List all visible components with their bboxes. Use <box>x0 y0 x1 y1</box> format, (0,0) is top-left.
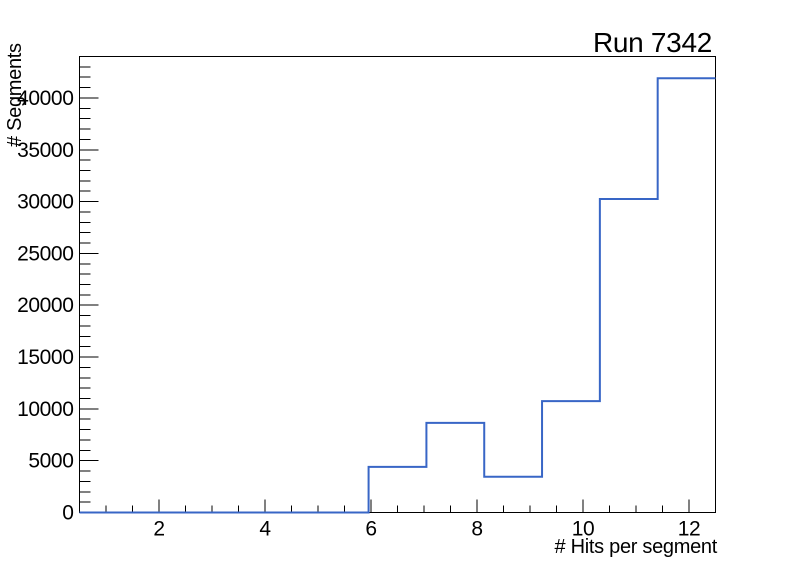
y-axis-title: # Segments <box>4 43 26 147</box>
y-tick-label: 10000 <box>17 398 73 421</box>
y-tick-label: 15000 <box>17 346 73 369</box>
plot-frame <box>79 56 716 513</box>
x-tick-label: 6 <box>365 518 376 541</box>
y-tick-label: 5000 <box>28 450 73 473</box>
y-tick-label: 30000 <box>17 191 73 214</box>
y-tick-label: 35000 <box>17 139 73 162</box>
y-tick-label: 40000 <box>17 87 73 110</box>
x-tick-label: 2 <box>153 518 164 541</box>
histogram-step-line <box>79 77 716 514</box>
x-tick-label: 10 <box>572 518 595 541</box>
chart-title: Run 7342 <box>592 27 712 58</box>
x-axis-title: # Hits per segment <box>554 536 718 558</box>
y-tick-label: 0 <box>62 502 73 525</box>
x-tick-label: 4 <box>259 518 271 541</box>
x-tick-label: 8 <box>471 518 482 541</box>
x-tick-label: 12 <box>678 518 701 541</box>
y-tick-label: 25000 <box>17 242 73 265</box>
y-tick-label: 20000 <box>17 294 73 317</box>
